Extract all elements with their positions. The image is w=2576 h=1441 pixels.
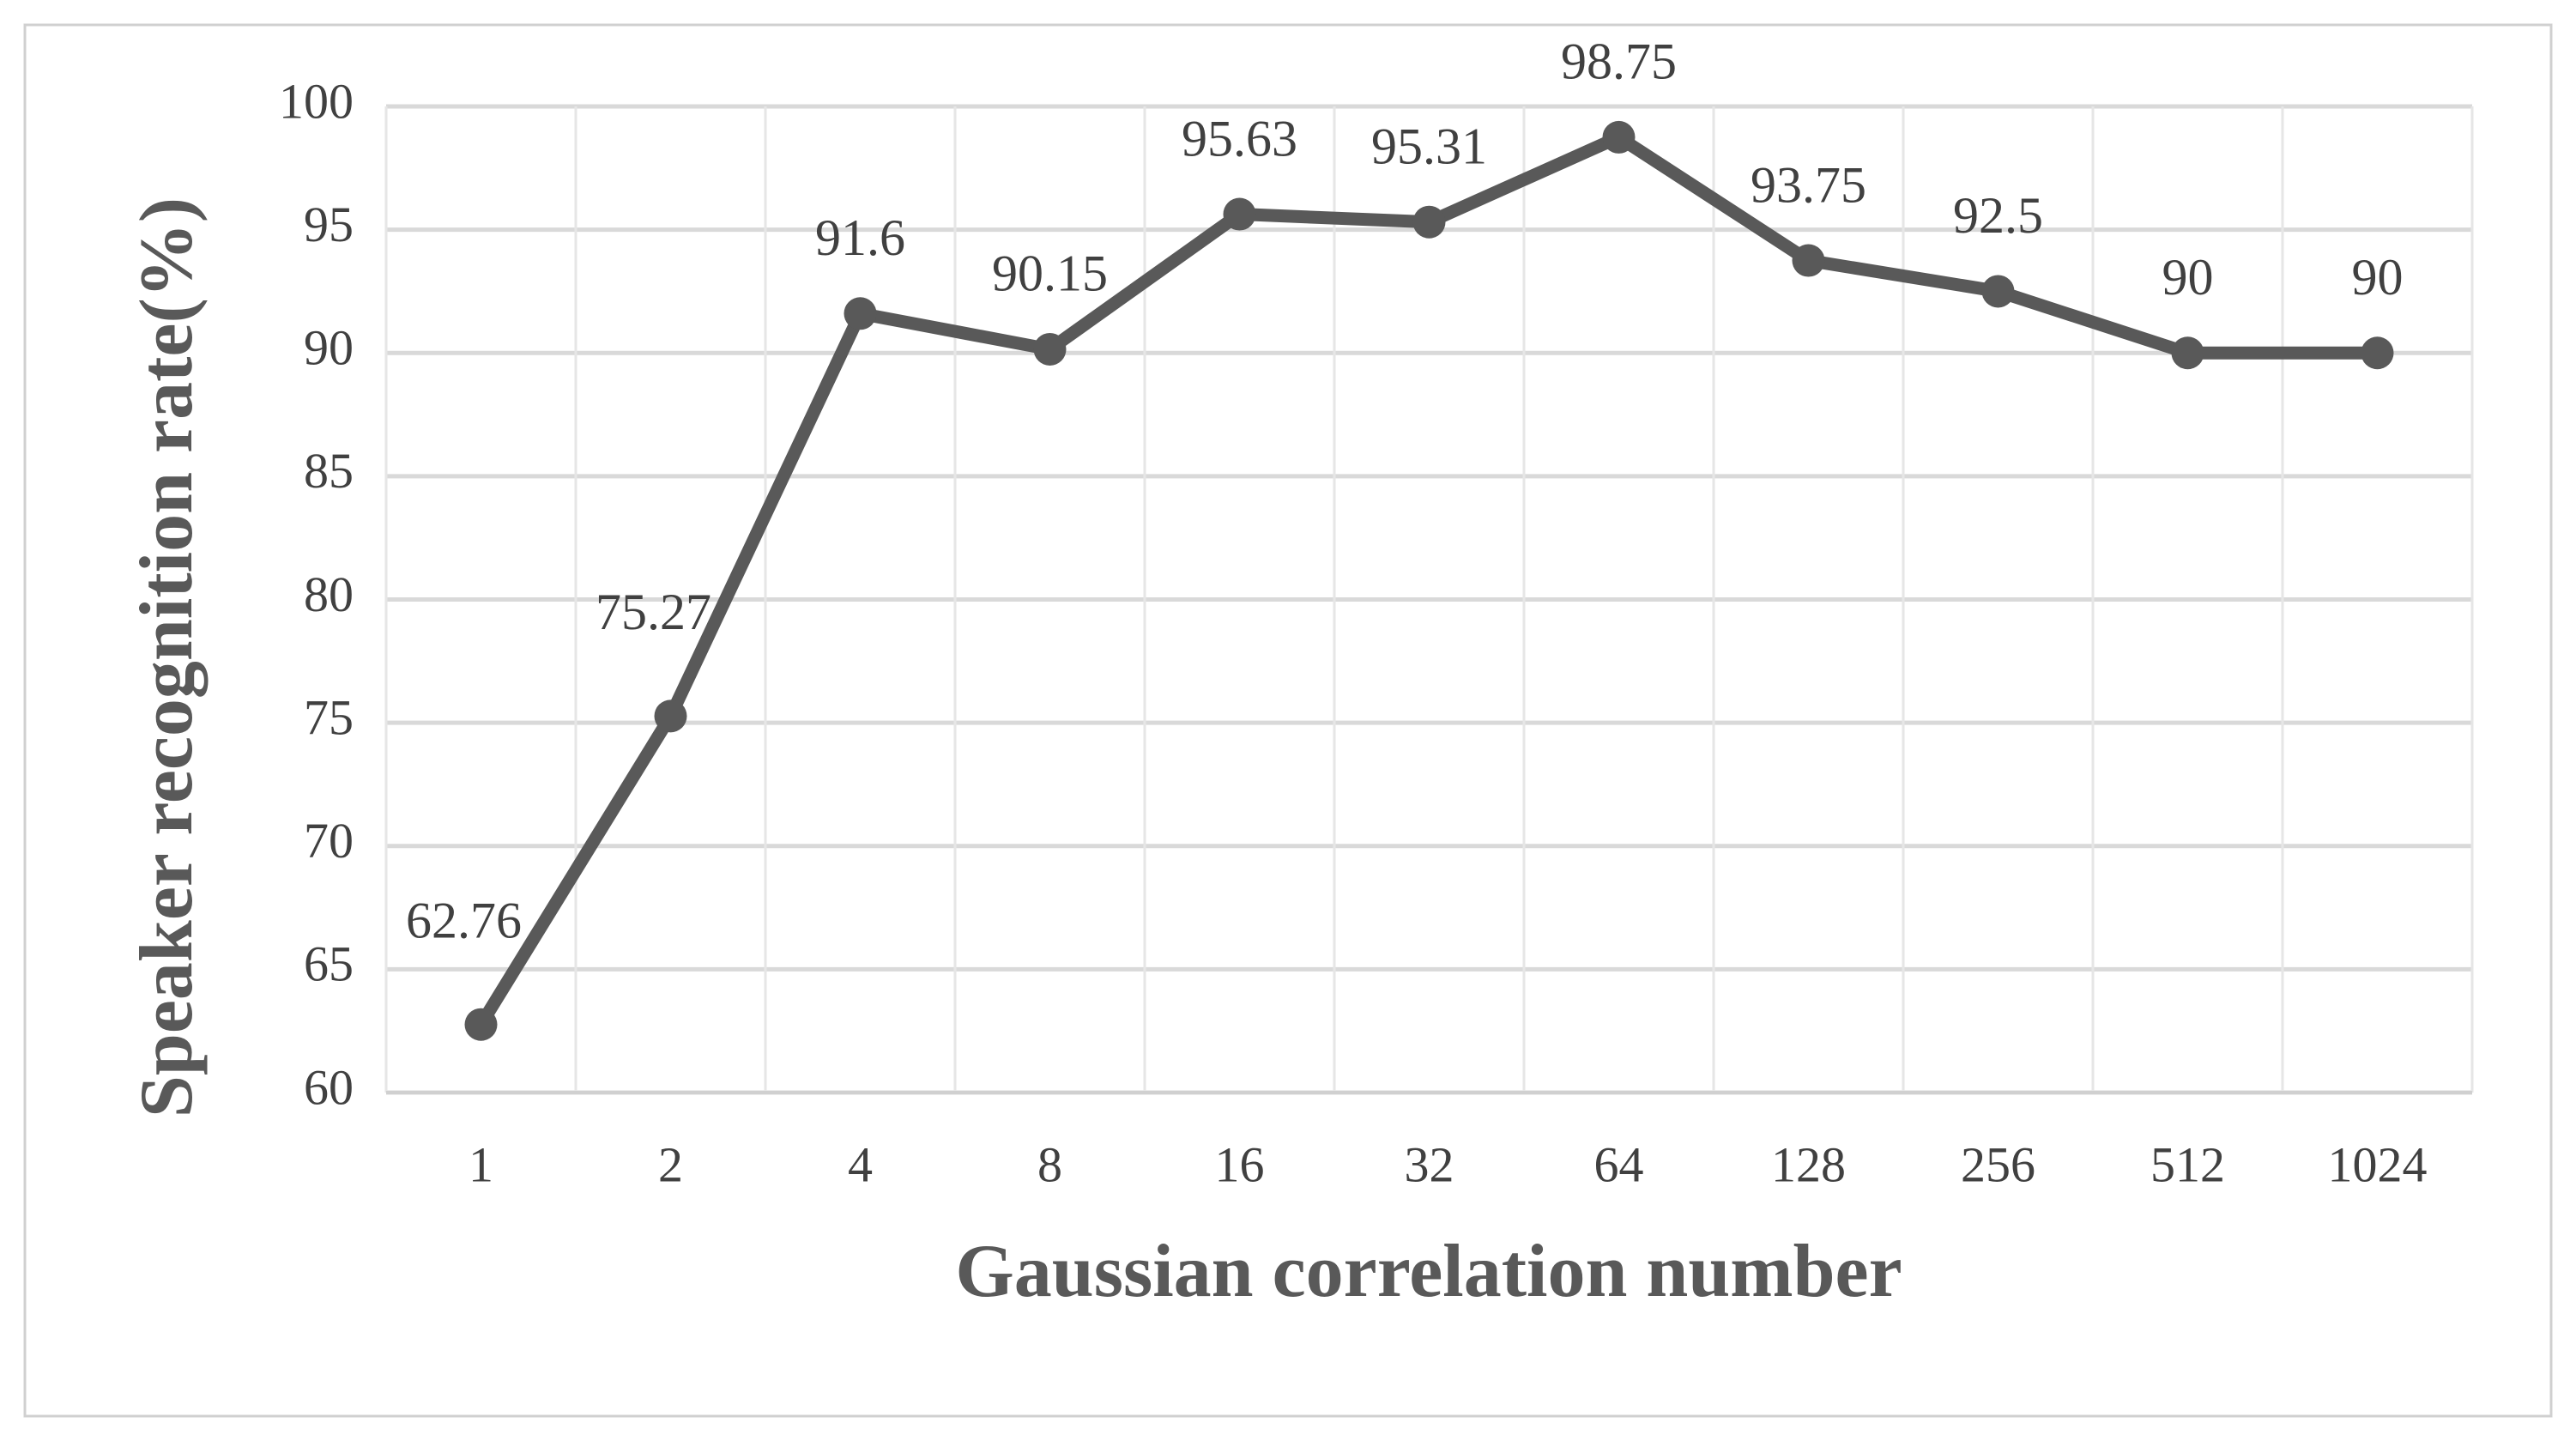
- x-tick-label: 32: [1405, 1136, 1454, 1192]
- point: [2361, 336, 2394, 370]
- data-label: 90: [2352, 249, 2404, 306]
- chart-frame: [23, 23, 2553, 1418]
- data-label: 93.75: [1751, 156, 1866, 213]
- y-tick-label: 80: [304, 566, 354, 622]
- point: [654, 699, 687, 733]
- y-tick-label: 65: [304, 936, 354, 992]
- data-label: 92.5: [1953, 187, 2043, 244]
- y-tick-label: 100: [279, 73, 354, 129]
- point: [464, 1008, 498, 1041]
- x-tick-label: 64: [1594, 1136, 1644, 1192]
- y-tick-label: 95: [304, 197, 354, 252]
- y-tick-label: 85: [304, 443, 354, 499]
- x-tick-label: 1: [469, 1136, 493, 1192]
- x-tick-label: 4: [848, 1136, 873, 1192]
- y-tick-label: 90: [304, 320, 354, 376]
- point: [1033, 332, 1067, 366]
- point: [1223, 197, 1256, 231]
- x-tick-label: 2: [658, 1136, 683, 1192]
- point: [1792, 244, 1825, 277]
- x-tick-label: 16: [1215, 1136, 1265, 1192]
- x-tick-label: 512: [2150, 1136, 2225, 1192]
- data-label: 75.27: [596, 584, 711, 640]
- y-tick-label: 70: [304, 813, 354, 869]
- point: [844, 297, 877, 330]
- point: [1412, 205, 1446, 239]
- data-label: 91.6: [815, 209, 905, 266]
- point: [1602, 120, 1636, 154]
- x-tick-label: 8: [1037, 1136, 1062, 1192]
- data-label: 95.63: [1182, 110, 1297, 167]
- data-label: 62.76: [406, 892, 522, 948]
- data-label: 98.75: [1561, 33, 1677, 90]
- data-label: 90.15: [992, 245, 1108, 302]
- x-tick-label: 1024: [2328, 1136, 2428, 1192]
- data-label: 90: [2162, 249, 2214, 306]
- y-axis-title: Speaker recognition rate(%): [125, 197, 209, 1117]
- y-tick-label: 60: [304, 1059, 354, 1115]
- x-tick-label: 128: [1771, 1136, 1846, 1192]
- point: [1981, 275, 2015, 308]
- y-tick-label: 75: [304, 689, 354, 745]
- data-label: 95.31: [1371, 118, 1487, 174]
- x-tick-label: 256: [1961, 1136, 2035, 1192]
- point: [2171, 336, 2204, 370]
- x-axis-title: Gaussian correlation number: [955, 1230, 1902, 1313]
